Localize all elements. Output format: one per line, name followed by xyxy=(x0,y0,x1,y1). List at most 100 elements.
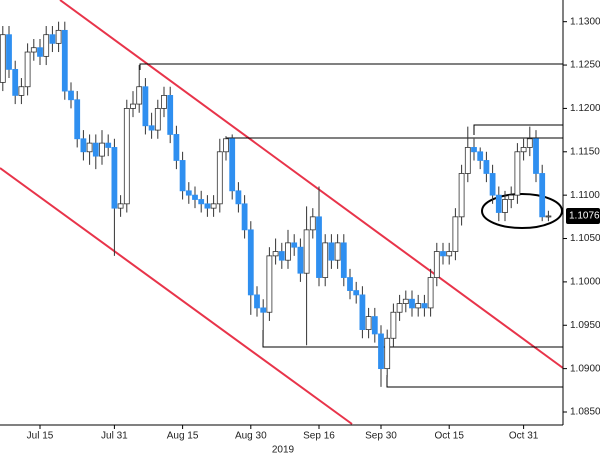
candle-body xyxy=(353,290,360,296)
candle-body xyxy=(495,194,502,213)
x-tick-label: Jul 15 xyxy=(27,431,54,442)
candle-body xyxy=(43,34,50,57)
candle-body xyxy=(0,34,6,83)
x-tick-label: Oct 15 xyxy=(434,431,464,442)
candle-body xyxy=(241,203,248,231)
level-line xyxy=(139,63,563,70)
level-line xyxy=(473,124,563,135)
x-tick-label: Oct 31 xyxy=(509,431,539,442)
candle-body xyxy=(142,86,149,127)
y-tick-label: 1.1050 xyxy=(570,233,600,244)
candle-body xyxy=(390,311,397,339)
candle-body xyxy=(6,34,12,70)
candle-body xyxy=(117,203,124,209)
candle-body xyxy=(130,103,136,109)
y-tick-label: 1.0900 xyxy=(570,363,600,374)
candle-body xyxy=(136,86,143,105)
candle-body xyxy=(291,242,298,248)
candle-body xyxy=(433,251,440,278)
candle-body xyxy=(173,134,180,161)
candle-body xyxy=(452,216,459,252)
x-tick-label: Aug 15 xyxy=(167,431,199,442)
candle-body xyxy=(297,246,304,274)
candle-body xyxy=(223,138,229,153)
candle-body xyxy=(526,138,533,148)
candle-body xyxy=(440,251,446,257)
x-tick-label: Sep 16 xyxy=(303,431,335,442)
candle-body xyxy=(427,277,434,309)
candle-body xyxy=(471,147,477,153)
candle-body xyxy=(347,277,353,291)
candle-body xyxy=(272,251,279,257)
candle-body xyxy=(49,34,56,44)
candle-body xyxy=(502,199,508,213)
y-tick-label: 1.1100 xyxy=(570,190,600,201)
candle-body xyxy=(421,303,428,309)
x-axis-label: 2019 xyxy=(272,445,295,456)
candle-body xyxy=(285,242,291,261)
candle-body xyxy=(458,173,465,218)
candle-body xyxy=(161,95,167,109)
candle-body xyxy=(409,298,415,309)
candle-body xyxy=(229,138,236,192)
y-tick-label: 1.1000 xyxy=(570,277,600,288)
candle-body xyxy=(167,95,174,135)
level-line xyxy=(225,137,563,150)
candle-body xyxy=(204,203,211,209)
candle-body xyxy=(235,190,242,205)
last-price-label: 1.1076 xyxy=(569,211,600,222)
candle-body xyxy=(99,142,105,157)
x-tick-label: Sep 30 xyxy=(365,431,397,442)
candle-body xyxy=(446,251,453,257)
candle-body xyxy=(192,194,198,200)
candles xyxy=(0,21,552,387)
candle-body xyxy=(92,142,99,157)
candle-body xyxy=(309,216,316,231)
candle-body xyxy=(266,255,273,313)
candle-body xyxy=(216,151,223,205)
level-line xyxy=(262,330,563,348)
channel-lower xyxy=(0,167,353,425)
candle-body xyxy=(111,147,118,209)
candle-body xyxy=(520,147,527,153)
y-tick-label: 1.1300 xyxy=(570,16,600,27)
candle-body xyxy=(533,138,539,174)
candle-body xyxy=(316,216,322,278)
candle-body xyxy=(514,151,521,196)
level-line xyxy=(386,375,563,388)
candle-body xyxy=(545,215,552,218)
candle-body xyxy=(12,68,19,96)
candle-body xyxy=(260,307,267,313)
candle-body xyxy=(37,47,43,57)
last-price-box xyxy=(566,207,600,224)
candle-body xyxy=(464,147,471,174)
y-tick-label: 1.0950 xyxy=(570,320,600,331)
candle-body xyxy=(402,298,409,304)
candle-body xyxy=(489,173,496,196)
candle-body xyxy=(396,303,403,313)
candle-body xyxy=(483,160,490,174)
y-tick-label: 1.1250 xyxy=(570,60,600,71)
candle-body xyxy=(86,142,93,153)
candle-body xyxy=(334,242,341,261)
candle-body xyxy=(179,160,186,192)
candle-body xyxy=(185,190,192,196)
candle-body xyxy=(278,251,285,261)
candle-body xyxy=(80,138,87,153)
candle-body xyxy=(384,337,391,370)
candle-body xyxy=(371,316,378,335)
candle-body xyxy=(378,333,384,370)
candle-body xyxy=(508,194,515,200)
candle-body xyxy=(18,86,25,96)
x-tick-label: Jul 31 xyxy=(101,431,128,442)
candle-body xyxy=(154,108,161,131)
highlight-ellipse xyxy=(481,193,563,229)
candle-body xyxy=(415,303,422,309)
candle-body xyxy=(328,242,335,261)
channel-upper xyxy=(59,0,564,369)
candle-body xyxy=(303,229,310,274)
candle-body xyxy=(24,51,31,88)
candle-body xyxy=(210,203,217,209)
candle-body xyxy=(322,242,329,278)
y-tick-label: 1.1200 xyxy=(570,103,600,114)
